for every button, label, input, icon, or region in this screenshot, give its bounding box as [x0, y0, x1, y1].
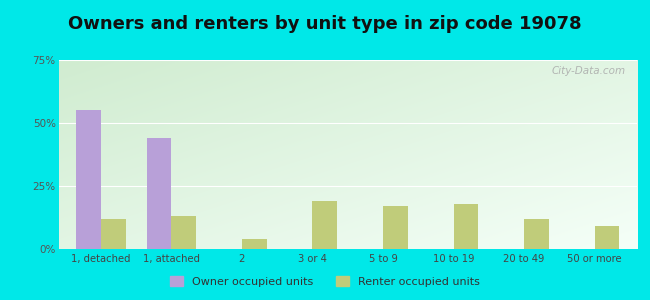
Bar — [172, 216, 196, 249]
Bar — [524, 219, 549, 249]
Legend: Owner occupied units, Renter occupied units: Owner occupied units, Renter occupied un… — [166, 272, 484, 291]
Text: Owners and renters by unit type in zip code 19078: Owners and renters by unit type in zip c… — [68, 15, 582, 33]
Bar — [454, 204, 478, 249]
Bar — [595, 226, 619, 249]
Bar — [242, 239, 266, 249]
Bar — [101, 219, 125, 249]
Bar — [383, 206, 408, 249]
Text: City-Data.com: City-Data.com — [551, 66, 625, 76]
Bar — [76, 110, 101, 249]
Bar — [147, 138, 172, 249]
Bar — [313, 201, 337, 249]
